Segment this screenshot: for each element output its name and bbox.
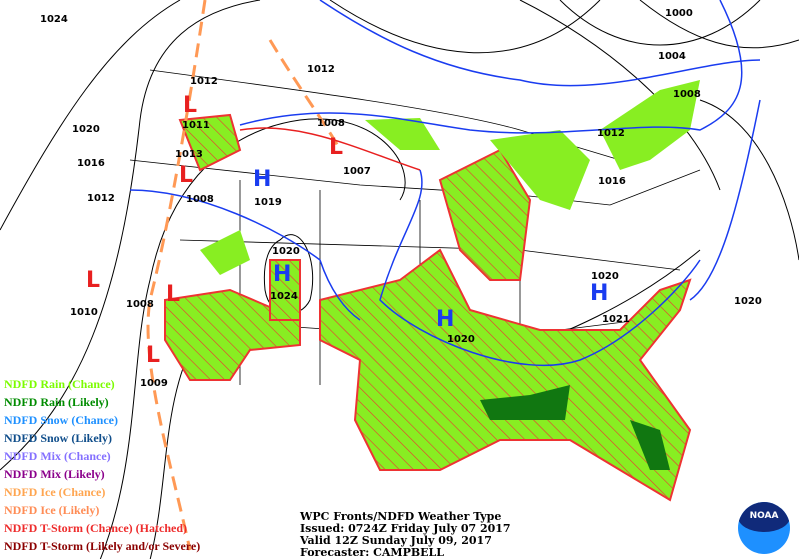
isobar-label: 1019: [254, 197, 282, 208]
isobar-label: 1010: [70, 307, 98, 318]
rain-likely-areas: [480, 385, 670, 470]
valid-time: Valid 12Z Sunday July 09, 2017: [300, 534, 492, 547]
low-pressure-center: L: [146, 343, 160, 368]
low-pressure-center: L: [329, 135, 343, 160]
legend-item: NDFD Snow (Likely): [4, 431, 113, 445]
high-pressure-center: H: [273, 262, 291, 287]
noaa-logo-text: NOAA: [749, 511, 779, 521]
high-pressure-center: H: [590, 281, 608, 306]
isobar-label: 1000: [665, 8, 693, 19]
legend-item: NDFD Ice (Chance): [4, 485, 106, 499]
isobar-label: 1012: [190, 76, 218, 87]
isobar-label: 1021: [602, 314, 630, 325]
high-pressure-center: H: [253, 167, 271, 192]
isobar-label: 1008: [673, 89, 701, 100]
isobar-label: 1016: [598, 176, 626, 187]
isobar-label: 1012: [597, 128, 625, 139]
isobar-label: 1020: [734, 296, 762, 307]
legend-item: NDFD Mix (Likely): [4, 467, 105, 481]
isobar-label: 1012: [87, 193, 115, 204]
legend-item: NDFD Rain (Chance): [4, 377, 115, 391]
isobar-label: 1020: [591, 271, 619, 282]
low-pressure-center: L: [166, 282, 180, 307]
legend: NDFD Rain (Chance) NDFD Rain (Likely) NDFD…: [4, 375, 200, 555]
legend-item: NDFD T-Storm (Chance) (Hatched): [4, 521, 187, 535]
isobar-label: 1020: [447, 334, 475, 345]
legend-item: NDFD Snow (Chance): [4, 413, 118, 427]
rain-chance-areas: [200, 80, 700, 275]
fronts: [129, 0, 761, 367]
isobar-label: 1016: [77, 158, 105, 169]
isobar-label: 1024: [40, 14, 68, 25]
legend-item: NDFD Ice (Likely): [4, 503, 100, 517]
forecaster: Forecaster: CAMPBELL: [300, 546, 445, 559]
isobar-label: 1008: [317, 118, 345, 129]
isobar-label: 1020: [272, 246, 300, 257]
isobar-label: 1009: [140, 378, 168, 389]
isobar-label: 1012: [307, 64, 335, 75]
isobar-label: 1011: [182, 120, 210, 131]
isobar-label: 1008: [186, 194, 214, 205]
map-info: WPC Fronts/NDFD Weather Type Issued: 072…: [300, 511, 511, 559]
legend-item: NDFD Rain (Likely): [4, 395, 109, 409]
isobar-label: 1024: [270, 291, 298, 302]
issued-time: Issued: 0724Z Friday July 07 2017: [300, 522, 511, 535]
isobar-label: 1020: [72, 124, 100, 135]
ice-line: [146, 0, 342, 551]
low-pressure-center: L: [183, 93, 197, 118]
low-pressure-center: L: [86, 268, 100, 293]
isobar-label: 1004: [658, 51, 686, 62]
legend-item: NDFD Mix (Chance): [4, 449, 111, 463]
high-pressure-center: H: [436, 307, 454, 332]
isobar-label: 1013: [175, 149, 203, 160]
isobar-label: 1008: [126, 299, 154, 310]
noaa-logo: NOAA: [738, 502, 790, 554]
low-pressure-center: L: [179, 163, 193, 188]
isobar-label: 1007: [343, 166, 371, 177]
map-title: WPC Fronts/NDFD Weather Type: [300, 510, 502, 523]
legend-item: NDFD T-Storm (Likely and/or Severe): [4, 539, 201, 553]
